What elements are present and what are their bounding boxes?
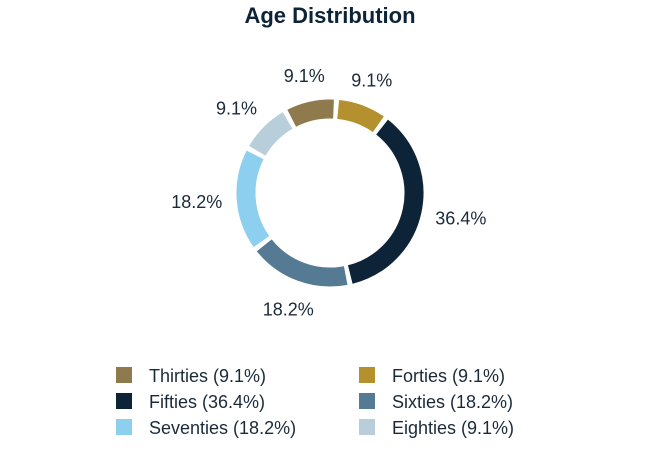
slice-label-seventies: 18.2%: [171, 192, 222, 212]
legend-item-seventies: Seventies (18.2%): [116, 418, 296, 438]
slice-label-sixties: 18.2%: [263, 300, 314, 320]
legend: Thirties (9.1%) Forties (9.1%) Fifties (36…: [116, 366, 514, 438]
slice-label-forties: 9.1%: [351, 70, 392, 90]
legend-swatch-sixties: [359, 393, 375, 409]
legend-item-forties: Forties (9.1%): [359, 366, 505, 386]
legend-item-thirties: Thirties (9.1%): [116, 366, 266, 386]
legend-label-seventies: Seventies (18.2%): [149, 418, 296, 438]
slice-sixties: [256, 239, 348, 287]
legend-swatch-forties: [359, 367, 375, 383]
slice-label-eighties: 9.1%: [216, 98, 257, 118]
slice-seventies: [236, 150, 270, 248]
legend-item-fifties: Fifties (36.4%): [116, 392, 265, 412]
legend-label-fifties: Fifties (36.4%): [149, 392, 265, 412]
slice-label-fifties: 36.4%: [435, 208, 486, 228]
slice-eighties: [249, 112, 293, 156]
chart-title: Age Distribution: [244, 3, 415, 28]
legend-label-thirties: Thirties (9.1%): [149, 366, 266, 386]
legend-label-sixties: Sixties (18.2%): [392, 392, 513, 412]
slice-label-thirties: 9.1%: [284, 66, 325, 86]
legend-item-eighties: Eighties (9.1%): [359, 418, 514, 438]
slice-fifties: [347, 119, 424, 284]
legend-item-sixties: Sixties (18.2%): [359, 392, 513, 412]
legend-label-eighties: Eighties (9.1%): [392, 418, 514, 438]
legend-swatch-fifties: [116, 393, 132, 409]
donut-ring: [236, 99, 424, 287]
legend-swatch-seventies: [116, 419, 132, 435]
slice-forties: [336, 99, 384, 133]
legend-swatch-thirties: [116, 367, 132, 383]
slice-labels: 9.1% 36.4% 18.2% 18.2% 9.1% 9.1%: [171, 66, 486, 320]
slice-thirties: [287, 99, 334, 127]
legend-label-forties: Forties (9.1%): [392, 366, 505, 386]
legend-swatch-eighties: [359, 419, 375, 435]
